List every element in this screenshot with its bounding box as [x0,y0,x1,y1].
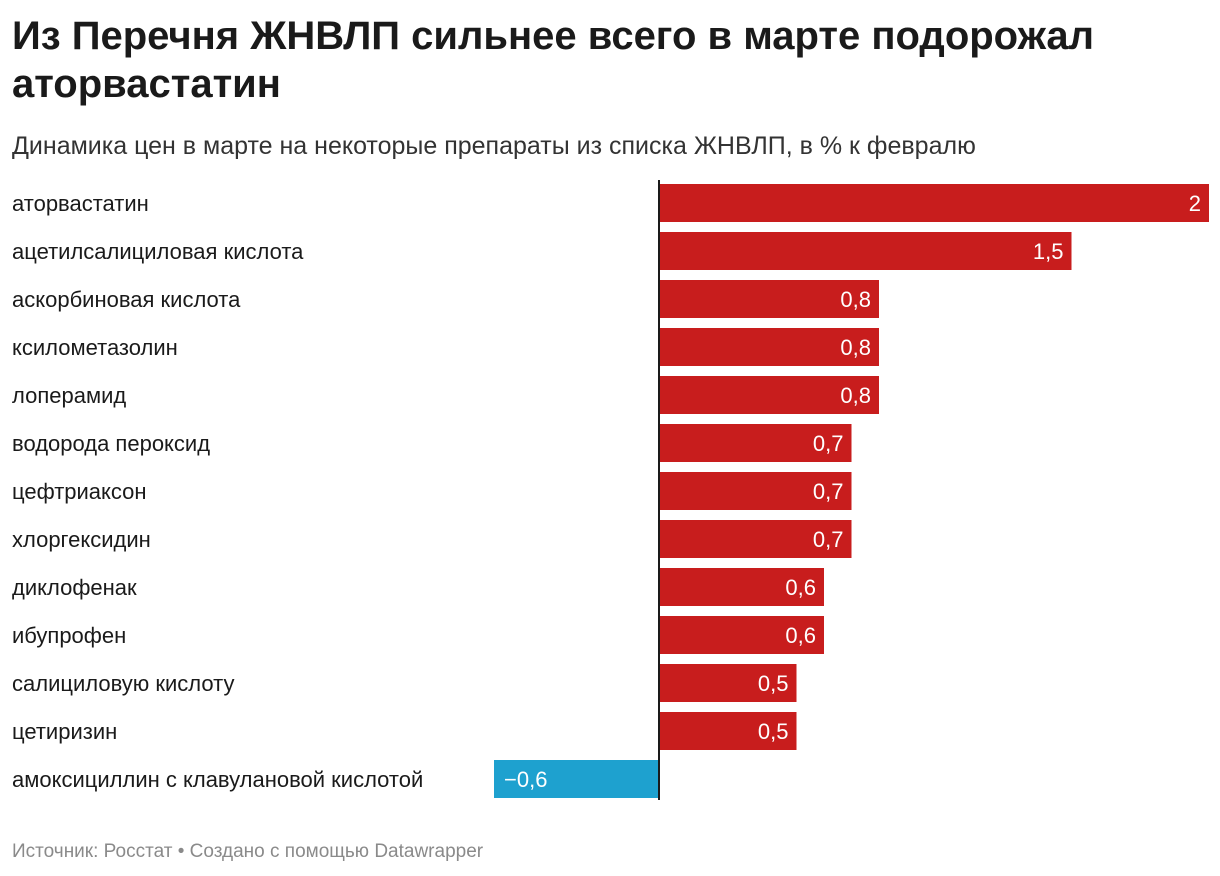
category-label: ибупрофен [12,623,126,648]
bar [659,472,852,510]
bar [659,616,824,654]
value-label: 2 [1189,191,1201,216]
bar [494,760,659,798]
chart-footer: Источник: Росстат • Создано с помощью Da… [12,840,483,864]
bar [659,568,824,606]
bar [659,664,797,702]
category-label: хлоргексидин [12,527,151,552]
value-label: 0,5 [758,671,789,696]
bar [659,712,797,750]
category-label: ксилометазолин [12,335,178,360]
bar-chart: аторвастатин 2 ацетилсалициловая кислота 1,… [12,180,1209,800]
chart-subtitle: Динамика цен в марте на некоторые препар… [12,132,976,160]
value-label: 0,8 [840,287,871,312]
bar [659,520,852,558]
value-label: 0,7 [813,479,844,504]
category-label: аторвастатин [12,191,149,216]
value-label: −0,6 [504,767,547,792]
source-name: Росстат [103,841,173,862]
bar [659,376,879,414]
source-label: Источник: [12,841,99,862]
category-label: салициловую кислоту [12,671,234,696]
footer-separator: • [177,841,185,862]
bar [659,184,1209,222]
category-label: амоксициллин с клавулановой кислотой [12,767,423,792]
value-label: 0,7 [813,527,844,552]
value-label: 0,8 [840,383,871,408]
chart-title: Из Перечня ЖНВЛП сильнее всего в марте п… [12,14,1095,106]
bar [659,424,852,462]
value-label: 1,5 [1033,239,1064,264]
category-label: цетиризин [12,719,117,744]
bar [659,280,879,318]
category-label: цефтриаксон [12,479,147,504]
category-label: диклофенак [12,575,137,600]
value-label: 0,6 [785,623,816,648]
value-label: 0,6 [785,575,816,600]
category-label: аскорбиновая кислота [12,287,241,312]
category-label: водорода пероксид [12,431,210,456]
bar [659,232,1072,270]
value-label: 0,7 [813,431,844,456]
value-label: 0,8 [840,335,871,360]
value-label: 0,5 [758,719,789,744]
category-label: лоперамид [12,383,126,408]
bar [659,328,879,366]
credit-text: Создано с помощью Datawrapper [189,841,484,862]
category-label: ацетилсалициловая кислота [12,239,304,264]
